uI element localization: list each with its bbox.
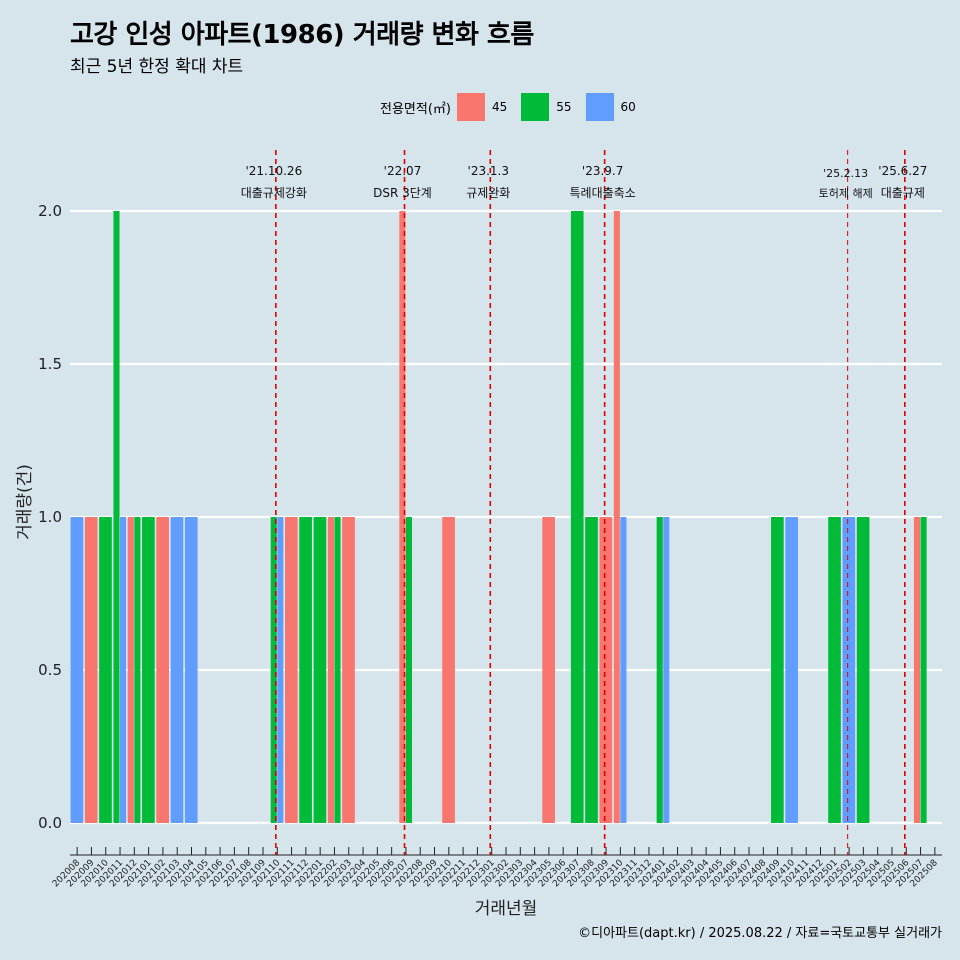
bar-202008-60	[70, 517, 84, 823]
legend-item-45: 45	[456, 93, 508, 121]
annotation-label: 대출규제강화	[241, 186, 307, 200]
bar-202401-60	[663, 517, 670, 823]
bar-202310-45	[613, 211, 620, 823]
bar-202305-45	[542, 517, 555, 823]
y-tick-label: 0.5	[38, 661, 62, 679]
bar-202309-45	[599, 517, 613, 823]
bar-202409-55	[771, 517, 784, 823]
annotation-label: DSR 3단계	[373, 186, 432, 200]
bar-202308-55	[585, 517, 598, 823]
legend-swatch-60	[585, 93, 614, 121]
x-axis-title: 거래년월	[475, 899, 538, 919]
bar-202111-45	[284, 517, 298, 823]
chart-subtitle: 최근 5년 한정 확대 차트	[70, 57, 244, 77]
legend-item-55: 55	[521, 93, 572, 121]
annotation-label: 토허제 해제	[819, 186, 873, 200]
legend-label-60: 60	[620, 100, 636, 114]
annotation-date: '25.6.27	[878, 164, 927, 178]
bar-202010-55	[99, 517, 112, 823]
annotation-date: '21.10.26	[245, 164, 302, 178]
bar-202307-55	[570, 211, 584, 823]
bar-202104-60	[184, 517, 198, 823]
bar-202203-45	[342, 517, 355, 823]
y-tick-label: 0.0	[38, 814, 62, 832]
y-axis-title: 거래량(건)	[15, 464, 35, 540]
bar-202110-60	[277, 517, 284, 823]
bar-202401-55	[656, 517, 663, 823]
bar-202207-45	[399, 211, 406, 823]
y-tick-label: 1.0	[38, 508, 62, 526]
bar-202012-45	[127, 517, 134, 823]
bar-202210-45	[442, 517, 455, 823]
chart-title: 고강 인성 아파트(1986) 거래량 변화 흐름	[70, 20, 534, 50]
legend-title: 전용면적(㎡)	[380, 101, 451, 117]
annotation-label: 특례대출축소	[570, 186, 636, 200]
bar-202207-55	[405, 517, 413, 823]
bar-202502-60	[842, 517, 856, 823]
bar-202011-60	[120, 517, 127, 823]
legend: 전용면적(㎡) 45 55 60	[380, 93, 650, 121]
bar-202011-55	[113, 211, 120, 823]
bar-202201-55	[313, 517, 327, 823]
annotation-date: '25.2.13	[823, 167, 868, 180]
bar-202503-55	[856, 517, 870, 823]
annotation-date: '23.9.7	[582, 164, 623, 178]
legend-item-60: 60	[585, 93, 636, 121]
source-caption: ©디아파트(dapt.kr) / 2025.08.22 / 자료=국토교통부 실…	[578, 926, 942, 941]
bar-202102-45	[156, 517, 169, 823]
annotation-date: '23.1.3	[468, 164, 509, 178]
bar-202012-55	[134, 517, 141, 823]
bar-202410-60	[785, 517, 798, 823]
bar-202501-55	[828, 517, 841, 823]
bar-202310-60	[620, 517, 627, 823]
legend-label-45: 45	[491, 100, 508, 114]
bar-202507-55	[920, 517, 927, 823]
bar-202202-55	[334, 517, 341, 823]
annotation-label: 규제완화	[466, 186, 510, 200]
y-tick-label: 2.0	[38, 202, 62, 220]
bar-202110-55	[270, 517, 277, 823]
legend-swatch-55	[521, 93, 550, 121]
legend-label-55: 55	[556, 100, 572, 114]
annotation-label: 대출규제	[881, 186, 925, 200]
bar-202009-45	[84, 517, 98, 823]
bar-202112-55	[299, 517, 312, 823]
bar-202202-45	[327, 517, 334, 823]
bar-202101-55	[142, 517, 155, 823]
legend-swatch-45	[456, 93, 485, 121]
annotation-date: '22.07	[384, 164, 422, 178]
bar-202507-45	[913, 517, 921, 823]
bar-202103-60	[170, 517, 184, 823]
y-tick-label: 1.5	[38, 355, 62, 373]
